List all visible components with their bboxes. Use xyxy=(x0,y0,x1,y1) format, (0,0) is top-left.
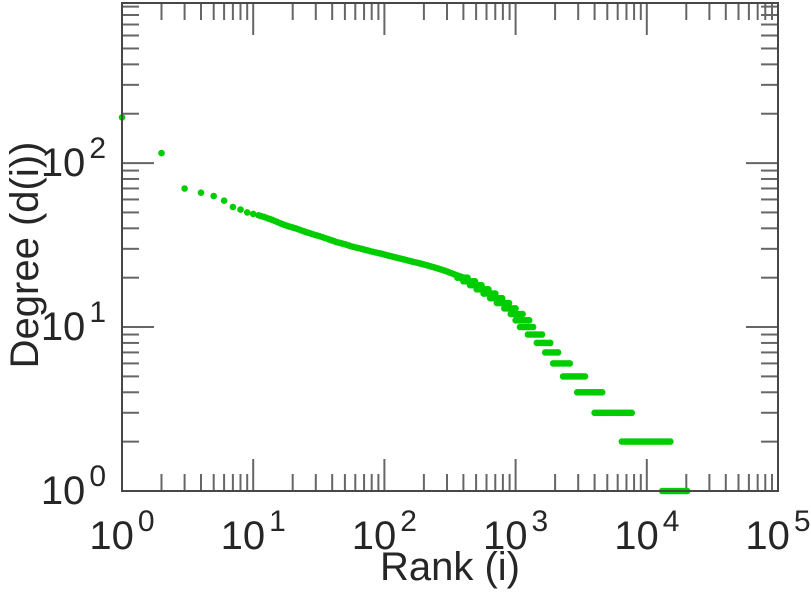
x-tick-label: 10 4 xyxy=(614,505,679,558)
data-point xyxy=(628,409,636,417)
x-tick-label: 10 1 xyxy=(221,505,286,558)
data-point xyxy=(525,317,533,324)
data-point xyxy=(566,360,574,367)
x-tick-label: 10 0 xyxy=(89,505,154,558)
plot-frame xyxy=(121,2,779,492)
y-tick-label: 10 1 xyxy=(41,296,106,349)
x-tick-label: 10 2 xyxy=(352,505,417,558)
data-point xyxy=(210,192,217,200)
data-point xyxy=(538,331,546,338)
data-point xyxy=(197,189,205,196)
data-point xyxy=(220,197,228,204)
data-point xyxy=(598,389,606,396)
data-point xyxy=(547,339,554,347)
data-point xyxy=(237,206,244,213)
data-point xyxy=(667,438,674,445)
data-point xyxy=(519,310,526,318)
tick-labels: 10 0 10 1 10 2 10 3 10 4 10 5 10 0 10 1 10 2 xyxy=(41,132,811,558)
data-point xyxy=(243,209,251,216)
data-point xyxy=(181,185,188,192)
data-point xyxy=(229,203,237,211)
y-tick-label: 10 2 xyxy=(41,132,106,185)
y-axis-title: Degree (d(i)) xyxy=(3,142,47,369)
axis-ticks xyxy=(121,4,779,492)
x-tick-label: 10 3 xyxy=(483,505,548,558)
x-tick-label: 10 5 xyxy=(745,505,810,558)
data-point xyxy=(512,305,519,312)
x-axis-title: Rank (i) xyxy=(380,545,520,589)
data-point xyxy=(158,149,165,157)
data-point xyxy=(249,210,257,218)
data-point xyxy=(529,323,537,331)
data-point xyxy=(581,373,589,380)
data-points-series xyxy=(118,114,691,495)
y-tick-label: 10 0 xyxy=(41,460,106,513)
data-point xyxy=(554,349,562,356)
data-point xyxy=(505,299,513,307)
